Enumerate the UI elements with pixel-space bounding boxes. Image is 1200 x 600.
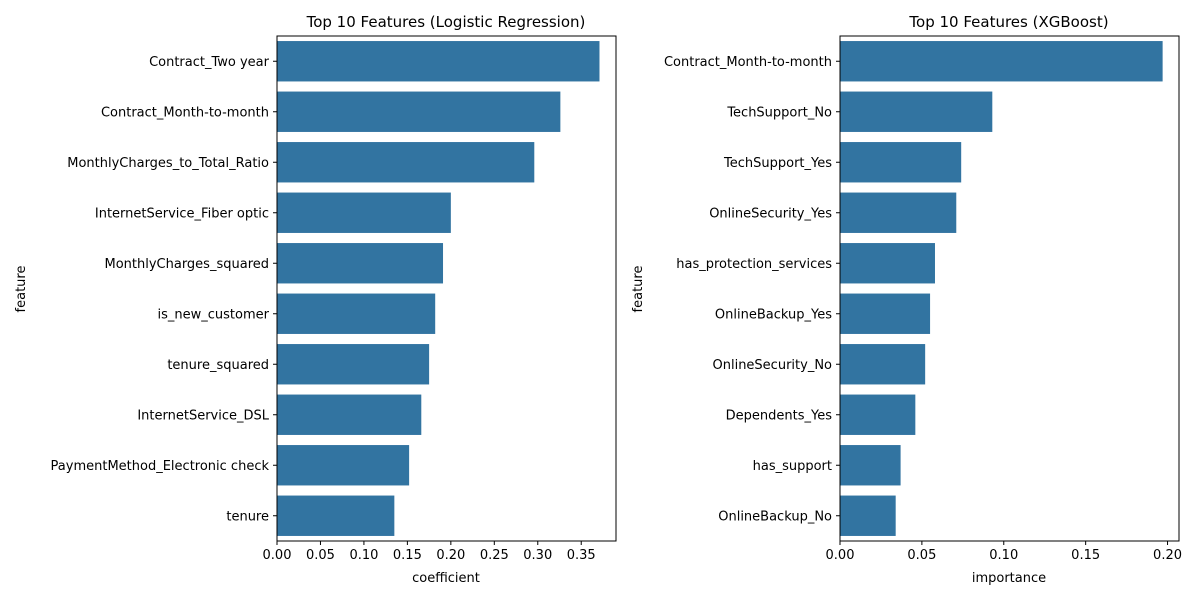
bar	[277, 192, 451, 233]
chart-xgboost: Top 10 Features (XGBoost) importance fea…	[631, 13, 1182, 586]
bar	[277, 445, 410, 486]
bar-group	[840, 41, 1163, 536]
y-tick-label: TechSupport_No	[726, 105, 832, 120]
bar	[840, 142, 962, 183]
y-tick-label: tenure_squared	[167, 358, 269, 373]
bar	[840, 293, 931, 334]
y-tick-label: OnlineSecurity_No	[713, 358, 833, 373]
bar	[840, 192, 957, 233]
bar	[840, 243, 935, 284]
y-tick-label: InternetService_DSL	[137, 408, 269, 423]
y-tick-label: is_new_customer	[158, 307, 270, 322]
y-tick-label: OnlineSecurity_Yes	[709, 206, 832, 221]
y-tick-label: MonthlyCharges_to_Total_Ratio	[67, 156, 269, 171]
chart-logistic-regression: Top 10 Features (Logistic Regression) co…	[14, 13, 617, 586]
y-tick-label: Contract_Two year	[149, 55, 270, 70]
y-tick-label: has_protection_services	[676, 257, 832, 272]
x-tick-label: 0.20	[436, 548, 465, 563]
bar	[277, 41, 600, 82]
y-tick-label: has_support	[753, 459, 832, 474]
x-tick-label: 0.05	[907, 548, 936, 563]
y-tick-label: TechSupport_Yes	[723, 156, 832, 171]
y-tick-group: Contract_Two year Contract_Month-to-month…	[51, 55, 277, 524]
chart-title: Top 10 Features (XGBoost)	[908, 13, 1108, 31]
bar	[840, 445, 901, 486]
x-tick-label: 0.20	[1153, 548, 1182, 563]
y-tick-label: OnlineBackup_Yes	[715, 307, 832, 322]
y-tick-label: Contract_Month-to-month	[101, 105, 269, 120]
bar	[277, 293, 436, 334]
y-tick-label: OnlineBackup_No	[718, 509, 832, 524]
y-axis-label: feature	[631, 266, 646, 313]
y-tick-label: Contract_Month-to-month	[664, 55, 832, 70]
bar-group	[277, 41, 600, 536]
plot-frame	[276, 35, 617, 542]
bar	[840, 495, 896, 536]
bar	[277, 243, 444, 284]
x-tick-group: 0.00 0.05 0.10 0.15 0.20	[826, 541, 1182, 563]
x-tick-label: 0.15	[393, 548, 422, 563]
x-tick-label: 0.30	[523, 548, 552, 563]
bar	[277, 91, 561, 132]
x-tick-label: 0.00	[263, 548, 292, 563]
bar	[840, 394, 916, 435]
chart-title: Top 10 Features (Logistic Regression)	[306, 13, 586, 31]
x-tick-label: 0.25	[480, 548, 509, 563]
bar	[840, 41, 1163, 82]
bar	[277, 142, 535, 183]
x-axis-label: importance	[972, 571, 1046, 586]
bar	[277, 394, 422, 435]
y-axis-label: feature	[14, 266, 29, 313]
y-tick-label: tenure	[226, 509, 269, 524]
bar	[277, 344, 430, 385]
x-axis-label: coefficient	[412, 571, 480, 586]
x-tick-label: 0.15	[1071, 548, 1100, 563]
x-tick-group: 0.00 0.05 0.10 0.15 0.20 0.25 0.30 0.35	[263, 541, 596, 563]
bar	[840, 344, 926, 385]
x-tick-label: 0.00	[826, 548, 855, 563]
y-tick-label: Dependents_Yes	[726, 408, 833, 423]
y-tick-label: PaymentMethod_Electronic check	[51, 459, 270, 474]
y-tick-label: MonthlyCharges_squared	[104, 257, 269, 272]
y-tick-label: InternetService_Fiber optic	[95, 206, 269, 221]
x-tick-label: 0.10	[989, 548, 1018, 563]
x-tick-label: 0.05	[306, 548, 335, 563]
x-tick-label: 0.35	[567, 548, 596, 563]
bar	[277, 495, 395, 536]
bar	[840, 91, 993, 132]
plot-frame	[839, 35, 1180, 542]
y-tick-group: Contract_Month-to-month TechSupport_No Tec…	[664, 55, 840, 524]
x-tick-label: 0.10	[349, 548, 378, 563]
